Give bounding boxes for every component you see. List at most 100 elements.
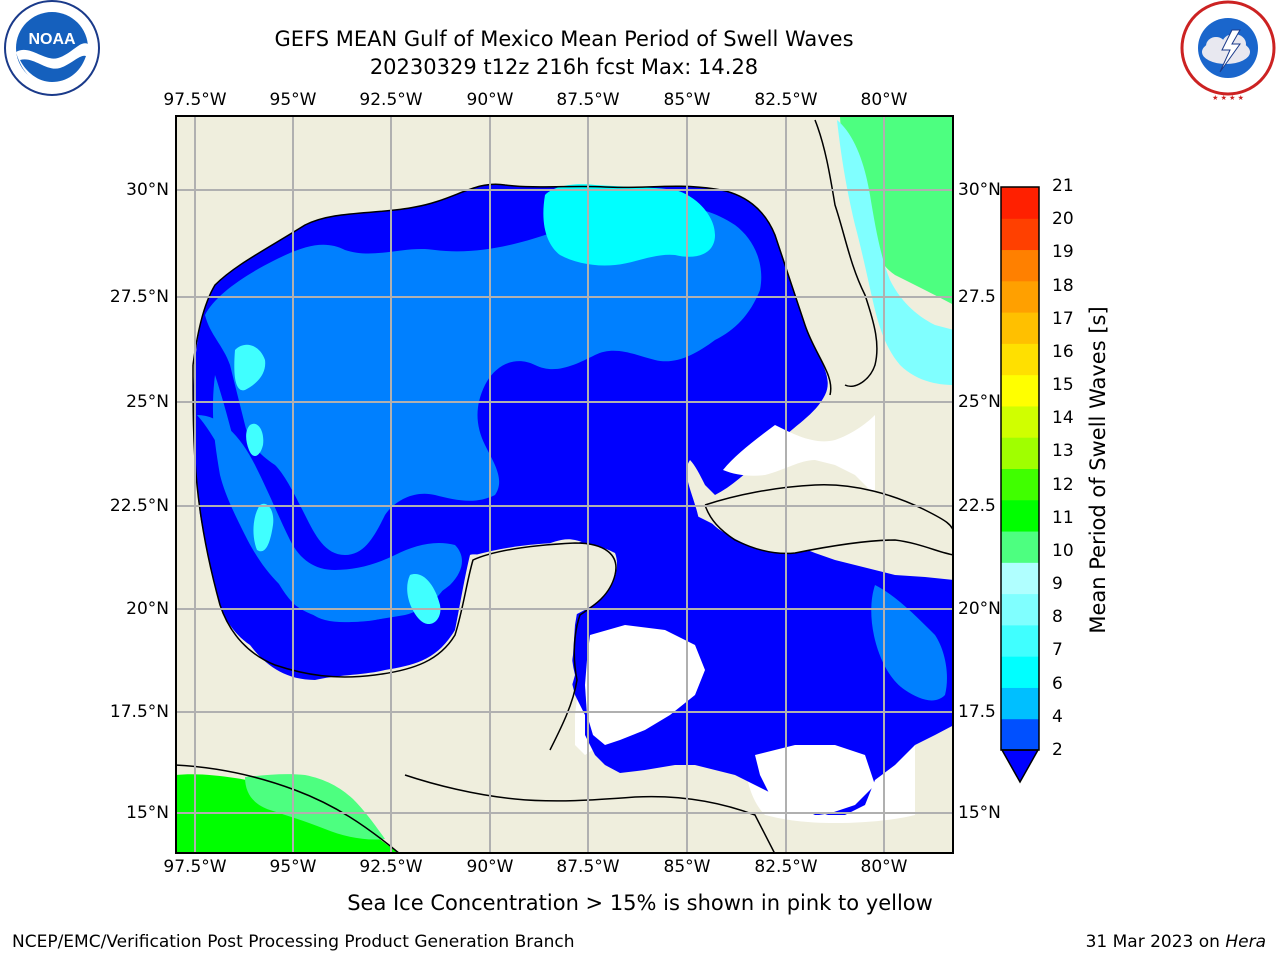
- colorbar-cell: [1001, 343, 1039, 376]
- map-panel: [175, 115, 954, 854]
- west-cyan-streak: [234, 344, 441, 625]
- lon-label-top: 80°W: [860, 90, 908, 110]
- sea-ice-note: Sea Ice Concentration > 15% is shown in …: [0, 891, 1280, 915]
- colorbar-tick-label: 12: [1052, 474, 1074, 495]
- colorbar-tick-label: 11: [1052, 507, 1074, 528]
- colorbar-cell: [1001, 624, 1039, 657]
- gulf-mid-blue-south: [197, 415, 462, 622]
- colorbar-cell: [1001, 437, 1039, 469]
- footer-credit: NCEP/EMC/Verification Post Processing Pr…: [12, 932, 575, 952]
- lat-label-left: 25°N: [126, 392, 169, 412]
- missing-data-white-east: [723, 415, 875, 495]
- lat-label-left: 22.5°N: [109, 496, 169, 516]
- atlantic-green: [840, 115, 954, 305]
- lat-label-left: 17.5°N: [109, 702, 169, 722]
- footer-host: Hera: [1225, 932, 1266, 952]
- lon-label-bottom: 82.5°W: [754, 857, 818, 877]
- lat-label-right: 20°N: [958, 599, 1001, 619]
- chart-title: GEFS MEAN Gulf of Mexico Mean Period of …: [274, 27, 854, 51]
- northern-cyan-patch: [543, 184, 715, 266]
- colorbar-tick-label: 20: [1052, 209, 1074, 230]
- colorbar-cell: [1001, 405, 1039, 438]
- lon-label-bottom: 90°W: [466, 857, 514, 877]
- lon-label-bottom: 85°W: [663, 857, 711, 877]
- coastline-florida: [814, 119, 878, 387]
- colorbar-tick-label: 9: [1052, 574, 1063, 595]
- lon-label-top: 95°W: [269, 90, 317, 110]
- nws-logo: ★ ★ ★ ★: [1180, 0, 1276, 102]
- lat-label-right: 15°N: [958, 803, 1001, 823]
- caribbean-swell-field: [570, 515, 954, 815]
- colorbar-cell: [1001, 656, 1039, 688]
- colorbar-tick-label: 19: [1052, 242, 1074, 263]
- coastline-cuba: [704, 484, 954, 556]
- gulf-mid-blue: [205, 206, 762, 623]
- colorbar-tick-label: 10: [1052, 540, 1074, 561]
- noaa-logo: NOAA: [4, 0, 100, 96]
- colorbar-cell: [1001, 249, 1039, 282]
- colorbar-cell: [1001, 218, 1039, 251]
- coastline-mexico: [192, 364, 617, 751]
- footer-date-text: 31 Mar 2023 on: [1085, 932, 1226, 952]
- colorbar-label: Mean Period of Swell Waves [s]: [1086, 306, 1110, 634]
- lat-label-left: 27.5°N: [109, 287, 169, 307]
- lon-label-top: 90°W: [466, 90, 514, 110]
- colorbar-tick-label: 4: [1052, 706, 1063, 727]
- colorbar-cell: [1001, 499, 1039, 532]
- lat-label-right: 30°N: [958, 180, 1001, 200]
- lon-label-bottom: 97.5°W: [163, 857, 227, 877]
- grid-lines: [175, 115, 954, 854]
- caribbean-white-gap: [585, 625, 705, 745]
- colorbar-cell: [1001, 312, 1039, 344]
- lat-label-right: 27.5: [958, 287, 996, 307]
- sea-ice-note-text: Sea Ice Concentration > 15% is shown in …: [347, 891, 933, 915]
- colorbar-tick-label: 15: [1052, 375, 1074, 396]
- coastline-pacific: [175, 764, 401, 854]
- pacific-swell-light: [245, 774, 385, 840]
- colorbar-cell: [1001, 374, 1039, 407]
- colorbar-tick-label: 2: [1052, 740, 1063, 760]
- lon-label-bottom: 95°W: [269, 857, 317, 877]
- colorbar: [1000, 186, 1040, 784]
- cuba-land: [704, 484, 954, 555]
- lon-label-top: 82.5°W: [754, 90, 818, 110]
- colorbar-tick-label: 16: [1052, 341, 1074, 362]
- lon-label-bottom: 80°W: [860, 857, 908, 877]
- lon-label-top: 92.5°W: [359, 90, 423, 110]
- colorbar-border: [1000, 186, 1040, 751]
- colorbar-tick-label: 7: [1052, 640, 1063, 661]
- lat-label-right: 25°N: [958, 392, 1001, 412]
- lon-label-top: 85°W: [663, 90, 711, 110]
- yucatan-land: [415, 543, 617, 795]
- footer-date: 31 Mar 2023 on Hera: [1086, 932, 1266, 952]
- lat-label-left: 30°N: [126, 180, 169, 200]
- lat-label-right: 22.5: [958, 496, 996, 516]
- colorbar-cell: [1001, 562, 1039, 595]
- colorbar-tick-label: 6: [1052, 673, 1063, 694]
- colorbar-cell: [1001, 687, 1039, 720]
- colorbar-tick-label: 8: [1052, 607, 1063, 628]
- colorbar-tick-label: 13: [1052, 441, 1074, 462]
- central-america-land: [405, 775, 775, 854]
- colorbar-cell: [1001, 593, 1039, 626]
- lon-label-top: 97.5°W: [163, 90, 227, 110]
- caribbean-light-blue: [871, 585, 947, 701]
- colorbar-tick-label: 17: [1052, 308, 1074, 329]
- lon-label-bottom: 87.5°W: [556, 857, 620, 877]
- map-border: [175, 115, 954, 854]
- colorbar-tick-label: 21: [1052, 176, 1074, 196]
- colorbar-extend-arrow: [1000, 749, 1040, 784]
- colorbar-cell: [1001, 468, 1039, 501]
- atlantic-cyan: [837, 120, 954, 385]
- colorbar-tick-label: 14: [1052, 408, 1074, 429]
- lat-label-right: 17.5: [958, 702, 996, 722]
- florida-land: [805, 120, 877, 387]
- colorbar-cell: [1001, 718, 1039, 751]
- colorbar-cell: [1001, 187, 1039, 219]
- noaa-logo-text: NOAA: [28, 31, 76, 48]
- colorbar-cell: [1001, 280, 1039, 313]
- lat-label-left: 15°N: [126, 803, 169, 823]
- colorbar-tick-label: 18: [1052, 275, 1074, 296]
- lon-label-top: 87.5°W: [556, 90, 620, 110]
- lat-label-left: 20°N: [126, 599, 169, 619]
